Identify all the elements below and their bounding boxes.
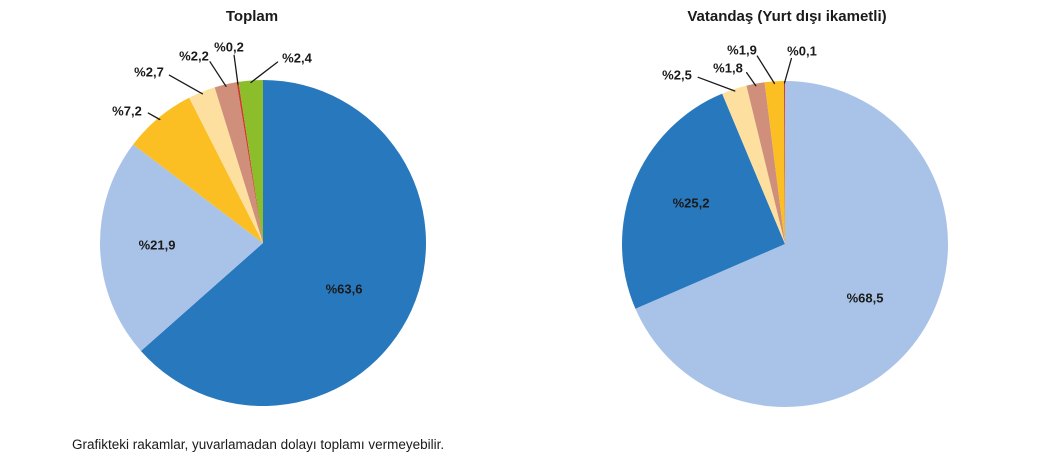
slice-label-%7,2: %7,2 — [112, 104, 142, 119]
pie-chart-toplam: Toplam %63,6 %21,9 %7,2 %2,7 %2,2 %0,2 %2,4 — [99, 8, 426, 406]
pie-chart-vatandas: Vatandaş (Yurt dışı ikametli) %68,5 %25,2… — [622, 8, 949, 407]
pie-slices-group — [99, 79, 426, 406]
leader-line-%1,8 — [745, 71, 757, 87]
leader-lines-group — [147, 54, 279, 121]
leader-line-%2,7 — [168, 74, 204, 95]
slice-label-%2,5: %2,5 — [662, 68, 692, 83]
slice-label-%0,2: %0,2 — [214, 40, 244, 55]
leader-line-%0,2 — [233, 54, 239, 85]
chart-panel-vatandas: Vatandaş (Yurt dışı ikametli) %68,5 %25,2… — [532, 0, 1064, 465]
slice-label-%2,7: %2,7 — [134, 65, 164, 80]
slice-labels-group: %68,5 %25,2 %2,5 %1,8 %1,9 %0,1 — [662, 43, 883, 306]
slice-label-%1,9: %1,9 — [727, 43, 757, 58]
pie-slice-%0,1 — [783, 80, 785, 244]
pie-slice-%68,5 — [635, 81, 949, 407]
slice-label-%2,4: %2,4 — [282, 51, 312, 66]
pie-slice-%25,2 — [622, 93, 785, 309]
pie-slice-%63,6 — [140, 80, 426, 406]
leader-line-%7,2 — [147, 112, 161, 121]
pie-slice-%2,7 — [189, 87, 263, 243]
slice-label-%0,1: %0,1 — [787, 44, 817, 59]
chart-title-vatandas: Vatandaş (Yurt dışı ikametli) — [687, 8, 886, 25]
leader-line-%2,5 — [697, 76, 736, 92]
leader-line-%2,4 — [250, 61, 279, 84]
slice-label-%63,6: %63,6 — [326, 282, 363, 297]
slice-label-%2,2: %2,2 — [179, 49, 209, 64]
chart-panel-toplam: Toplam %63,6 %21,9 %7,2 %2,7 %2,2 %0,2 %2,4 — [99, 8, 426, 406]
pie-slice-%2,5 — [722, 85, 785, 245]
chart-title-toplam: Toplam — [226, 8, 278, 25]
pie-slice-%0,2 — [236, 81, 263, 243]
pie-slice-%7,2 — [133, 97, 263, 243]
leader-line-%2,2 — [209, 61, 227, 87]
leader-lines-group — [697, 55, 793, 92]
pie-slice-%1,8 — [746, 82, 785, 244]
pie-slice-%1,9 — [764, 81, 785, 244]
slice-label-%1,8: %1,8 — [713, 61, 743, 76]
pie-slice-%2,2 — [214, 82, 263, 243]
pie-slice-%2,4 — [238, 79, 263, 243]
slice-label-%68,5: %68,5 — [847, 291, 884, 306]
leader-line-%0,1 — [783, 57, 793, 84]
footnote: Grafikteki rakamlar, yuvarlamadan dolayı… — [72, 437, 445, 452]
leader-line-%1,9 — [756, 55, 776, 85]
slice-label-%21,9: %21,9 — [139, 238, 176, 253]
slice-labels-group: %63,6 %21,9 %7,2 %2,7 %2,2 %0,2 %2,4 — [112, 40, 362, 297]
slice-label-%25,2: %25,2 — [673, 196, 710, 211]
pie-slices-group — [622, 80, 949, 407]
pie-slice-%21,9 — [99, 144, 264, 351]
